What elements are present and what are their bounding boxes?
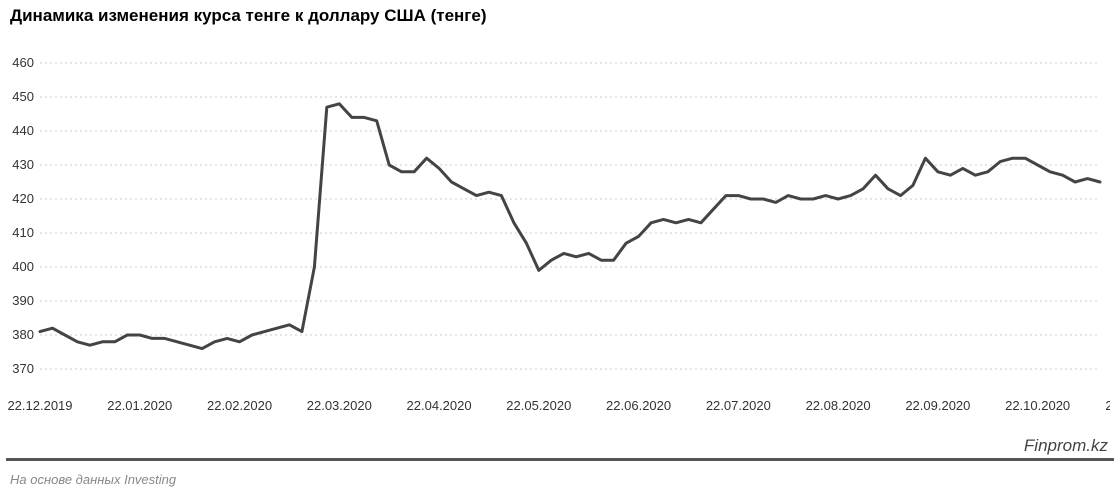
line-chart: 370 380 390 400 410 420 430 440 450 460 22.12.2019…: [0, 36, 1110, 436]
y-tick-label: 380: [12, 327, 34, 342]
chart-background: [0, 36, 1110, 436]
x-tick-label: 22.05.2020: [506, 398, 571, 413]
x-tick-label: 22.09.2020: [905, 398, 970, 413]
x-tick-label: 22.01.2020: [107, 398, 172, 413]
x-tick-label: 22.07.2020: [706, 398, 771, 413]
x-tick-label: 22.02.2020: [207, 398, 272, 413]
x-tick-label: 22.10.2020: [1005, 398, 1070, 413]
separator-rule: [6, 458, 1114, 461]
data-source-footnote: На основе данных Investing: [10, 472, 176, 487]
x-tick-label: 22.11.2020: [1105, 398, 1110, 413]
y-tick-label: 400: [12, 259, 34, 274]
y-tick-label: 440: [12, 123, 34, 138]
x-tick-label: 22.08.2020: [806, 398, 871, 413]
y-tick-label: 430: [12, 157, 34, 172]
chart-title: Динамика изменения курса тенге к доллару…: [10, 6, 487, 26]
y-tick-label: 420: [12, 191, 34, 206]
y-tick-label: 460: [12, 55, 34, 70]
x-tick-label: 22.06.2020: [606, 398, 671, 413]
brand-label: Finprom.kz: [1024, 436, 1108, 456]
y-tick-label: 450: [12, 89, 34, 104]
y-tick-label: 370: [12, 361, 34, 376]
x-tick-label: 22.12.2019: [7, 398, 72, 413]
x-tick-label: 22.03.2020: [307, 398, 372, 413]
y-tick-label: 390: [12, 293, 34, 308]
x-tick-label: 22.04.2020: [407, 398, 472, 413]
y-tick-label: 410: [12, 225, 34, 240]
chart-container: 370 380 390 400 410 420 430 440 450 460 22.12.2019…: [0, 36, 1110, 441]
